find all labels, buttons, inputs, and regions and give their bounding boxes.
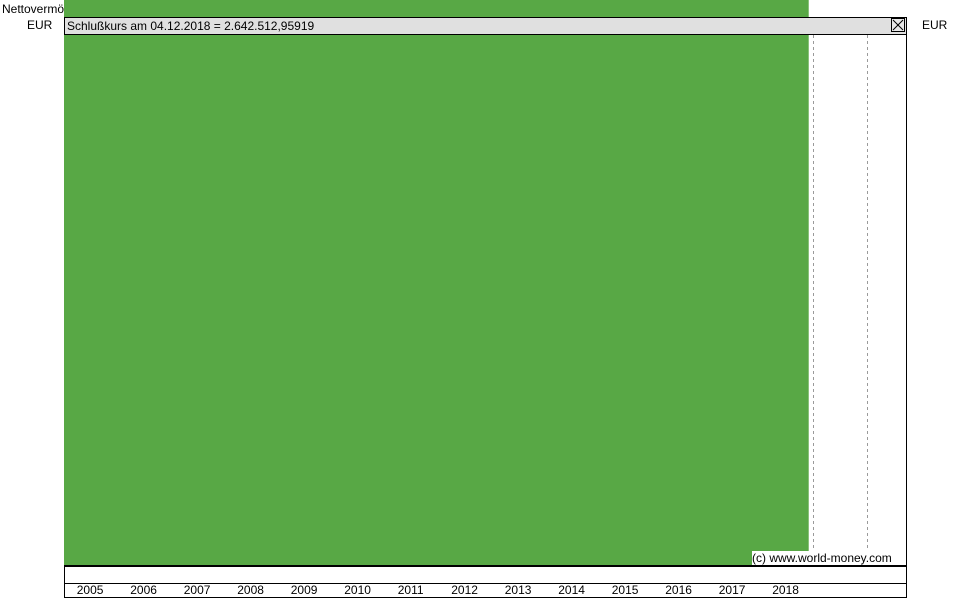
x-tick-label: 2008 <box>237 583 264 597</box>
x-tick-label: 2017 <box>718 583 746 597</box>
x-tick-label: 2006 <box>130 583 157 597</box>
copyright-label: (c) www.world-money.com <box>752 551 892 565</box>
y-axis-unit-left: EUR <box>27 18 53 32</box>
info-bar: Schlußkurs am 04.12.2018 = 2.642.512,959… <box>64 17 907 35</box>
x-tick-label: 2014 <box>558 583 585 597</box>
closing-price-text: Schlußkurs am 04.12.2018 = 2.642.512,959… <box>67 19 315 33</box>
x-tick-label: 2007 <box>183 583 211 597</box>
x-tick-label: 2010 <box>344 583 371 597</box>
x-tick-label: 2015 <box>611 583 639 597</box>
x-axis-bar <box>64 566 907 598</box>
area-fill <box>64 0 809 565</box>
close-x-icon[interactable] <box>891 18 905 32</box>
x-tick-label: 2009 <box>290 583 318 597</box>
x-tick-label: 2016 <box>665 583 692 597</box>
y-axis-unit-right: EUR <box>922 18 948 32</box>
x-tick-label: 2005 <box>76 583 104 597</box>
x-tick-label: 2013 <box>504 583 532 597</box>
x-tick-label: 2011 <box>397 583 424 597</box>
x-tick-label: 2012 <box>451 583 478 597</box>
x-tick-label: 2018 <box>772 583 799 597</box>
